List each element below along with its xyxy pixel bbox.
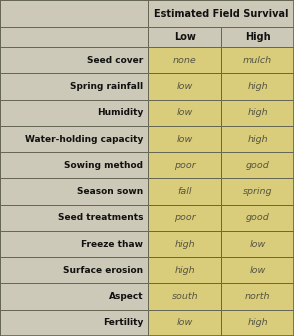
Text: Estimated Field Survival: Estimated Field Survival [154,9,288,18]
Bar [0,152,148,178]
Bar [0,284,148,310]
Bar [221,205,294,231]
Bar [148,257,221,284]
Text: south: south [171,292,198,301]
Bar [0,310,148,336]
Bar [0,126,148,152]
Bar [221,27,294,47]
Text: low: low [249,240,266,249]
Text: Season sown: Season sown [77,187,143,196]
Bar [0,47,148,74]
Bar [221,126,294,152]
Text: low: low [177,135,193,143]
Bar [148,74,221,100]
Text: Surface erosion: Surface erosion [63,266,143,275]
Bar [0,0,148,27]
Bar [148,27,221,47]
Bar [221,152,294,178]
Text: low: low [177,82,193,91]
Text: high: high [247,108,268,117]
Bar [148,284,221,310]
Text: Humidity: Humidity [97,108,143,117]
Text: good: good [246,161,269,170]
Text: high: high [247,82,268,91]
Bar [148,178,221,205]
Bar [221,231,294,257]
Text: Freeze thaw: Freeze thaw [81,240,143,249]
Text: Water-holding capacity: Water-holding capacity [25,135,143,143]
Bar [221,74,294,100]
Bar [148,152,221,178]
Text: low: low [177,319,193,327]
Text: Low: Low [174,32,196,42]
Text: high: high [247,319,268,327]
Text: low: low [249,266,266,275]
Bar [221,100,294,126]
Text: good: good [246,213,269,222]
Text: Fertility: Fertility [103,319,143,327]
Bar [0,257,148,284]
Bar [221,178,294,205]
Text: Sowing method: Sowing method [64,161,143,170]
Text: Spring rainfall: Spring rainfall [70,82,143,91]
Bar [221,284,294,310]
Bar [148,100,221,126]
Bar [148,310,221,336]
Text: poor: poor [174,161,196,170]
Text: fall: fall [178,187,192,196]
Text: Seed treatments: Seed treatments [58,213,143,222]
Bar [0,100,148,126]
Bar [221,310,294,336]
Text: High: High [245,32,270,42]
Text: poor: poor [174,213,196,222]
Text: mulch: mulch [243,56,272,65]
Bar [221,47,294,74]
Text: Seed cover: Seed cover [87,56,143,65]
Bar [0,178,148,205]
Text: high: high [174,266,195,275]
Text: low: low [177,108,193,117]
Text: spring: spring [243,187,272,196]
Text: high: high [174,240,195,249]
Bar [0,27,148,47]
Text: high: high [247,135,268,143]
Text: north: north [245,292,270,301]
Bar [148,47,221,74]
Bar [148,231,221,257]
Bar [148,126,221,152]
Bar [148,205,221,231]
Text: none: none [173,56,197,65]
Bar [0,74,148,100]
Text: Aspect: Aspect [108,292,143,301]
Bar [148,0,294,27]
Bar [0,205,148,231]
Bar [0,231,148,257]
Bar [221,257,294,284]
